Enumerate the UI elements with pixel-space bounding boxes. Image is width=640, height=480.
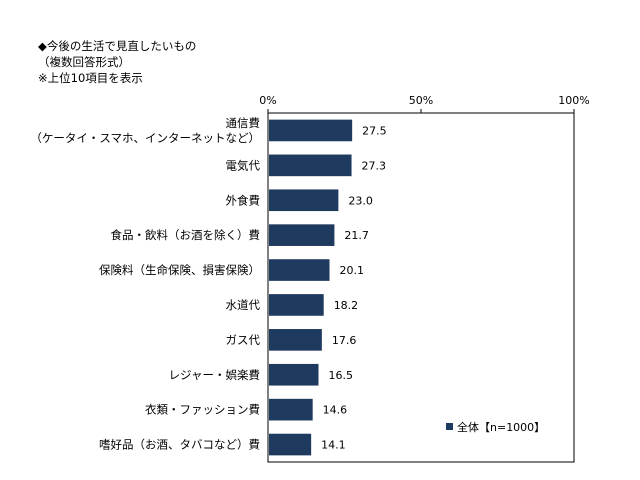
bar bbox=[269, 154, 352, 177]
category-label: 電気代 bbox=[226, 158, 261, 172]
bar bbox=[269, 224, 335, 246]
legend-box bbox=[440, 416, 558, 438]
bar bbox=[269, 329, 322, 351]
data-label: 23.0 bbox=[348, 194, 373, 207]
category-label: 通信費 bbox=[226, 116, 261, 130]
data-label: 14.1 bbox=[321, 439, 346, 452]
category-label: 食品・飲料（お酒を除く）費 bbox=[111, 228, 261, 242]
category-label: 水道代 bbox=[226, 298, 261, 312]
x-tick-label: 100% bbox=[558, 94, 589, 107]
data-label: 27.3 bbox=[362, 159, 387, 172]
data-label: 20.1 bbox=[340, 264, 365, 277]
bar bbox=[269, 294, 324, 316]
legend-label: 全体【n=1000】 bbox=[457, 420, 545, 434]
data-label: 18.2 bbox=[334, 299, 359, 312]
category-label: 保険料（生命保険、損害保険） bbox=[99, 263, 260, 277]
category-label: （ケータイ・スマホ、インターネットなど） bbox=[30, 131, 260, 145]
legend-swatch bbox=[446, 423, 453, 430]
data-label: 17.6 bbox=[332, 334, 357, 347]
bar bbox=[269, 189, 339, 212]
chart-note: ※上位10項目を表示 bbox=[38, 71, 143, 85]
category-label: 衣類・ファッション費 bbox=[145, 403, 260, 417]
data-label: 27.5 bbox=[362, 124, 387, 137]
chart-title: ◆今後の生活で見直したいもの bbox=[38, 39, 197, 53]
data-label: 14.6 bbox=[323, 404, 348, 417]
bar bbox=[269, 259, 330, 281]
bar bbox=[269, 433, 312, 456]
data-label: 16.5 bbox=[328, 369, 353, 382]
legend: 全体【n=1000】 bbox=[440, 416, 558, 438]
category-label: レジャー・娯楽費 bbox=[169, 368, 260, 382]
bar bbox=[269, 363, 319, 386]
category-label: ガス代 bbox=[226, 333, 261, 347]
x-tick-label: 0% bbox=[259, 94, 276, 107]
category-label: 外食費 bbox=[226, 193, 261, 207]
bar bbox=[269, 398, 313, 421]
data-label: 21.7 bbox=[344, 229, 369, 242]
category-label: 嗜好品（お酒、タバコなど）費 bbox=[99, 438, 260, 452]
x-tick-label: 50% bbox=[409, 94, 433, 107]
chart-subtitle: （複数回答形式） bbox=[38, 55, 130, 69]
bar bbox=[269, 119, 353, 142]
